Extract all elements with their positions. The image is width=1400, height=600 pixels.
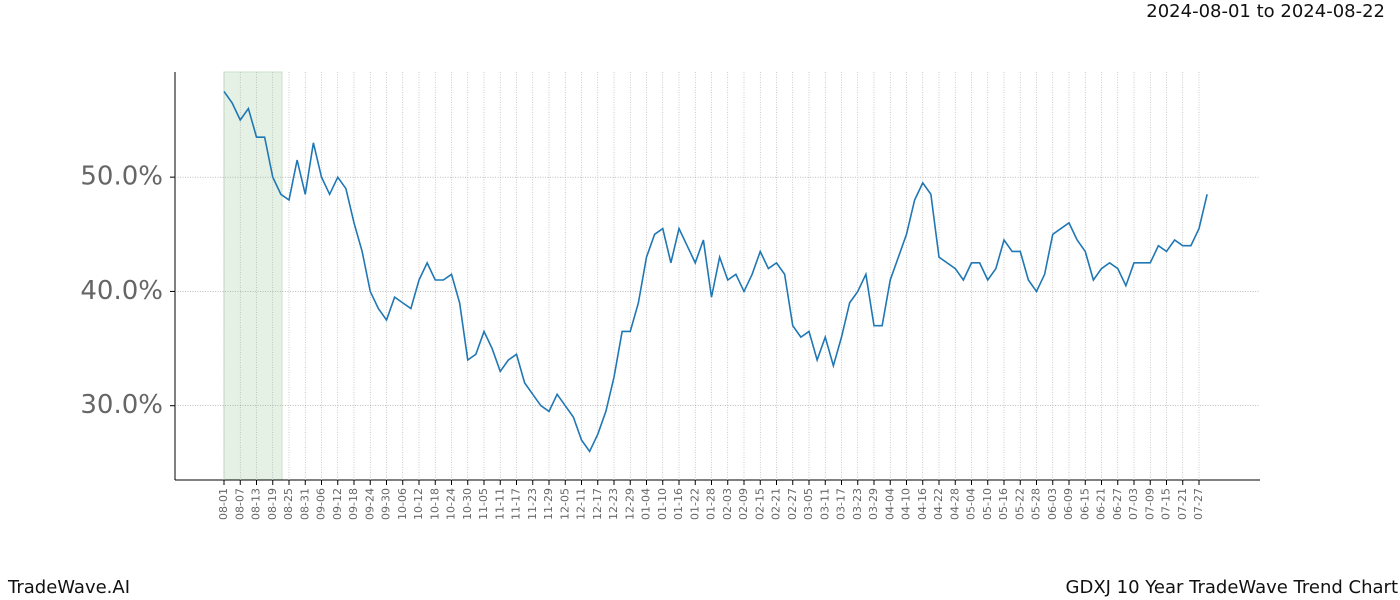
x-tick-label: 03-29 [867, 488, 880, 520]
x-tick-label: 02-27 [786, 488, 799, 520]
x-tick-label: 10-12 [412, 488, 425, 520]
x-tick-label: 07-09 [1143, 488, 1156, 520]
x-tick-label: 10-06 [396, 488, 409, 520]
x-tick-label: 02-21 [770, 488, 783, 520]
x-tick-label: 09-12 [331, 488, 344, 520]
x-tick-label: 05-04 [965, 488, 978, 520]
x-tick-label: 11-05 [477, 488, 490, 520]
x-tick-label: 12-05 [558, 488, 571, 520]
x-tick-label: 05-16 [997, 488, 1010, 520]
x-tick-label: 01-28 [705, 488, 718, 520]
x-tick-label: 05-10 [981, 488, 994, 520]
x-tick-label: 09-24 [363, 488, 376, 520]
x-tick-label: 10-24 [445, 488, 458, 520]
x-tick-label: 11-29 [542, 488, 555, 520]
x-tick-label: 01-22 [688, 488, 701, 520]
x-tick-label: 07-21 [1176, 488, 1189, 520]
x-tick-label: 05-28 [1030, 488, 1043, 520]
x-tick-label: 10-18 [428, 488, 441, 520]
x-tick-label: 04-04 [883, 488, 896, 520]
x-tick-label: 01-10 [656, 488, 669, 520]
x-tick-label: 09-18 [347, 488, 360, 520]
x-tick-label: 05-22 [1013, 488, 1026, 520]
x-tick-label: 08-19 [266, 488, 279, 520]
x-tick-label: 04-16 [916, 488, 929, 520]
x-tick-label: 12-23 [607, 488, 620, 520]
x-tick-label: 01-04 [640, 488, 653, 520]
x-tick-label: 07-15 [1160, 488, 1173, 520]
x-tick-label: 02-09 [737, 488, 750, 520]
x-tick-label: 04-10 [900, 488, 913, 520]
y-tick-label: 30.0% [80, 390, 163, 420]
x-tick-label: 06-09 [1062, 488, 1075, 520]
x-tick-label: 06-21 [1095, 488, 1108, 520]
x-tick-label: 12-11 [575, 488, 588, 520]
x-tick-label: 11-17 [510, 488, 523, 520]
x-tick-label: 12-29 [623, 488, 636, 520]
x-tick-label: 03-23 [851, 488, 864, 520]
x-tick-label: 09-30 [380, 488, 393, 520]
x-tick-label: 08-01 [217, 488, 230, 520]
x-tick-label: 12-17 [591, 488, 604, 520]
x-tick-label: 04-28 [948, 488, 961, 520]
x-tick-label: 03-05 [802, 488, 815, 520]
y-tick-label: 40.0% [80, 276, 163, 306]
x-tick-label: 02-03 [721, 488, 734, 520]
x-tick-label: 08-13 [250, 488, 263, 520]
x-tick-label: 06-03 [1046, 488, 1059, 520]
x-tick-label: 07-27 [1192, 488, 1205, 520]
trend-line [223, 90, 1208, 454]
x-tick-label: 08-31 [298, 488, 311, 520]
x-tick-label: 11-23 [526, 488, 539, 520]
chart-caption: GDXJ 10 Year TradeWave Trend Chart [1066, 577, 1398, 598]
x-tick-label: 03-11 [818, 488, 831, 520]
x-tick-label: 01-16 [672, 488, 685, 520]
x-tick-label: 04-22 [932, 488, 945, 520]
brand: TradeWave.AI [7, 577, 130, 598]
x-tick-label: 10-30 [461, 488, 474, 520]
x-tick-label: 09-06 [315, 488, 328, 520]
x-tick-label: 07-03 [1127, 488, 1140, 520]
highlight-span [223, 71, 283, 481]
x-tick-label: 03-17 [835, 488, 848, 520]
x-tick-label: 06-15 [1078, 488, 1091, 520]
date-range: 2024-08-01 to 2024-08-22 [1146, 1, 1385, 22]
x-tick-label: 06-27 [1111, 488, 1124, 520]
x-tick-label: 08-07 [233, 488, 246, 520]
y-tick-label: 50.0% [80, 162, 163, 192]
x-tick-label: 08-25 [282, 488, 295, 520]
x-tick-label: 02-15 [753, 488, 766, 520]
x-tick-label: 11-11 [493, 488, 506, 520]
